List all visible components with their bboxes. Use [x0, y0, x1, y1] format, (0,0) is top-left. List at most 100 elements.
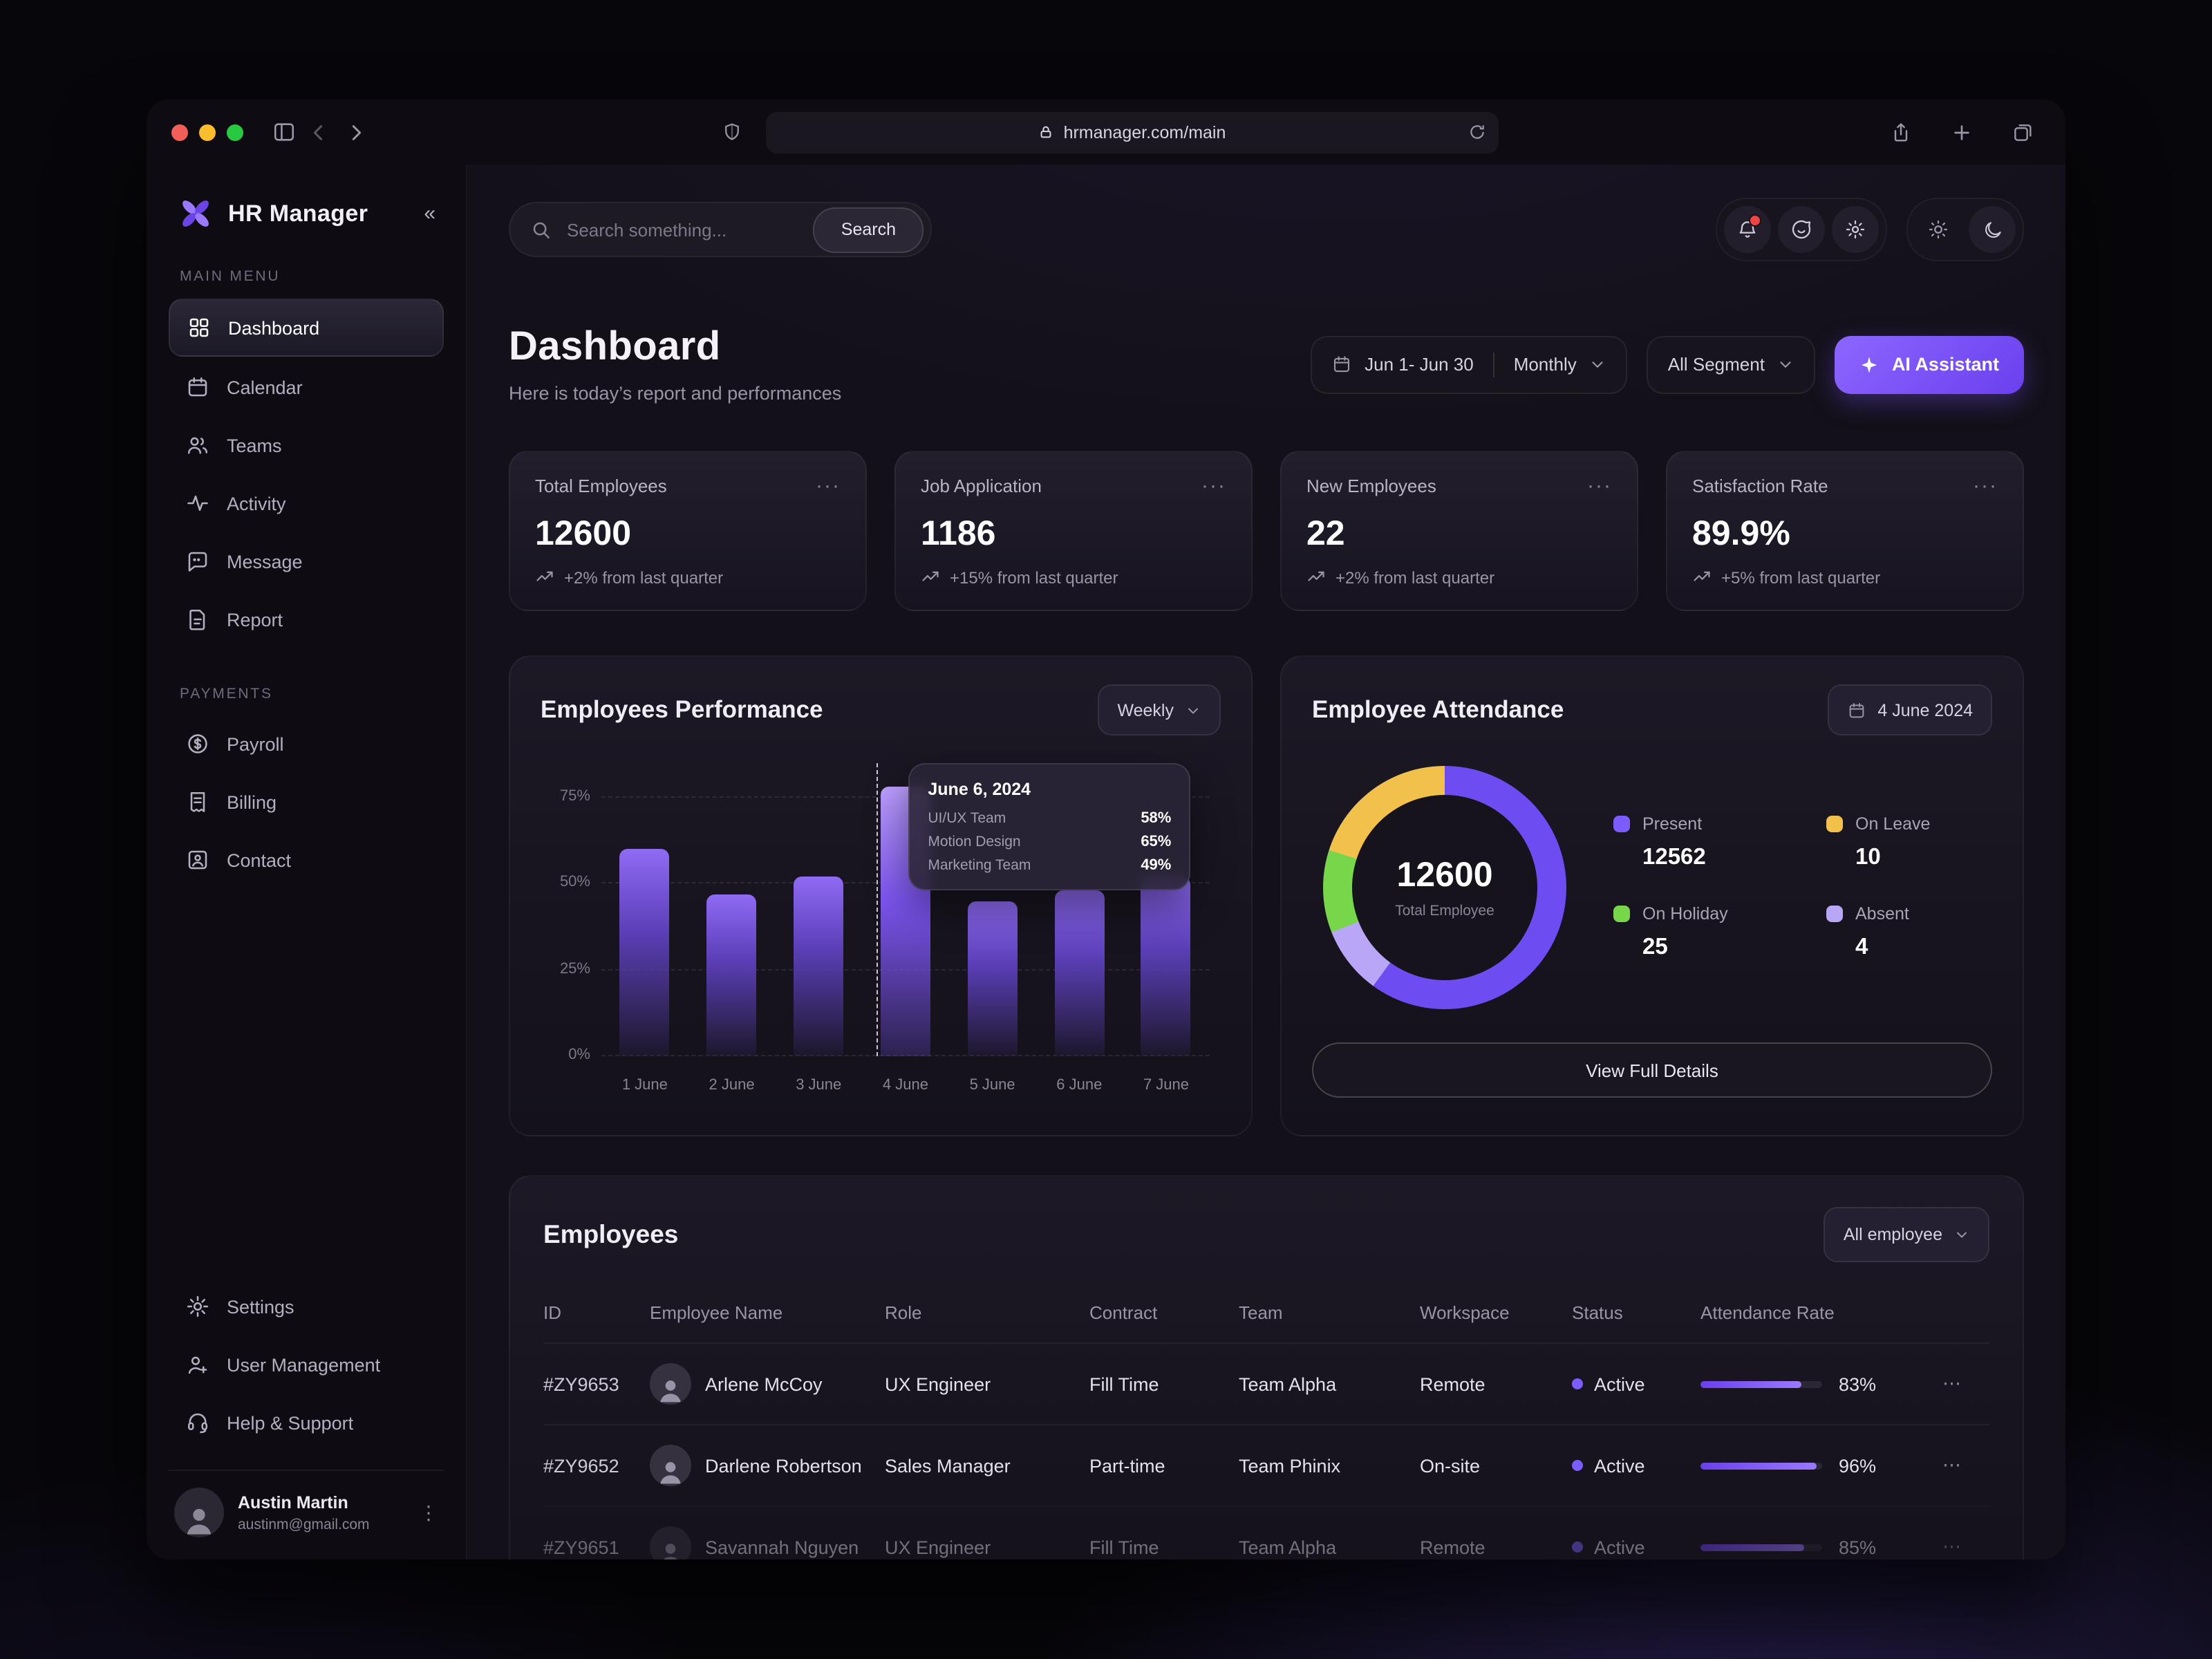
table-row[interactable]: #ZY9653 Arlene McCoy UX Engineer Fill Ti…: [543, 1342, 1989, 1424]
employees-performance-panel: Employees Performance Weekly 75% 50% 25%: [509, 655, 1253, 1136]
attendance-progress: [1700, 1462, 1822, 1469]
trend-up-icon: [1692, 568, 1712, 588]
chart-tooltip: June 6, 2024 UI/UX Team 58% Motion Design…: [908, 763, 1191, 890]
sidebar-item-payroll[interactable]: Payroll: [169, 716, 444, 771]
search-icon: [531, 219, 552, 240]
stat-value: 89.9%: [1692, 514, 1790, 553]
date-range-period-chip[interactable]: Jun 1- Jun 30 Monthly: [1311, 335, 1628, 393]
light-mode-sun-icon[interactable]: [1915, 206, 1962, 253]
table-header-row: ID Employee Name Role Contract Team Workspace…: [543, 1302, 1835, 1322]
stat-card-new-employees: New Employees ··· 22 +2% from last quarte…: [1280, 451, 1638, 611]
url-bar[interactable]: hrmanager.com/main: [766, 111, 1499, 153]
sidebar-item-activity[interactable]: Activity: [169, 476, 444, 531]
reload-icon[interactable]: [1468, 123, 1486, 141]
attendance-date-chip[interactable]: 4 June 2024: [1828, 684, 1992, 735]
new-tab-icon[interactable]: [1944, 114, 1980, 150]
segment-value: All Segment: [1667, 354, 1765, 375]
user-menu-kebab-icon[interactable]: ⋮: [419, 1501, 438, 1523]
weekly-filter-dropdown[interactable]: Weekly: [1098, 684, 1221, 735]
sidebar-item-settings[interactable]: Settings: [169, 1279, 444, 1334]
search-input[interactable]: [564, 218, 801, 241]
ai-assistant-button[interactable]: AI Assistant: [1835, 335, 2024, 393]
chevron-down-icon: [1777, 355, 1795, 373]
user-email: austinm@gmail.com: [238, 1516, 370, 1533]
employee-filter-value: All employee: [1843, 1225, 1942, 1244]
sidebar-item-label: Payroll: [227, 733, 284, 754]
maximize-window-button[interactable]: [227, 124, 243, 140]
card-menu-icon[interactable]: ···: [816, 474, 841, 498]
bar-1-june[interactable]: [619, 849, 670, 1056]
search-box[interactable]: Search: [509, 202, 932, 257]
divider: [1492, 352, 1494, 377]
sidebar-item-calendar[interactable]: Calendar: [169, 359, 444, 415]
bar-6-june[interactable]: [1054, 890, 1105, 1056]
sidebar-item-user-management[interactable]: User Management: [169, 1337, 444, 1392]
card-menu-icon[interactable]: ···: [1973, 474, 1998, 498]
app-logo-icon: [177, 195, 214, 232]
sidebar-item-help-support[interactable]: Help & Support: [169, 1395, 444, 1450]
sidebar-item-label: Dashboard: [228, 317, 320, 338]
card-menu-icon[interactable]: ···: [1201, 474, 1226, 498]
row-menu-icon[interactable]: ⋯: [1942, 1373, 1961, 1394]
minimize-window-button[interactable]: [199, 124, 216, 140]
back-icon[interactable]: [301, 114, 337, 150]
bar-7-june[interactable]: [1141, 877, 1191, 1056]
employee-avatar: [650, 1363, 691, 1405]
performance-bar-chart: 75% 50% 25% 0% 1 June 2 June 3 June 4 Ju…: [541, 755, 1221, 1103]
browser-sidebar-toggle-icon[interactable]: [265, 114, 301, 150]
teams-icon: [185, 433, 210, 458]
sidebar-item-label: Settings: [227, 1296, 294, 1317]
sidebar-item-dashboard[interactable]: Dashboard: [169, 299, 444, 357]
page-subtitle: Here is today’s report and performances: [509, 383, 842, 404]
bar-5-june[interactable]: [967, 901, 1018, 1056]
topbar: Search: [509, 198, 2024, 261]
stat-value: 1186: [921, 514, 996, 553]
employee-filter-dropdown[interactable]: All employee: [1824, 1207, 1989, 1262]
attendance-progress: [1700, 1380, 1822, 1387]
card-menu-icon[interactable]: ···: [1587, 474, 1612, 498]
sparkle-icon: [1860, 355, 1880, 374]
sidebar-item-message[interactable]: Message: [169, 534, 444, 589]
share-icon[interactable]: [1883, 114, 1919, 150]
close-window-button[interactable]: [171, 124, 188, 140]
tab-overview-icon[interactable]: [2005, 114, 2041, 150]
view-full-details-button[interactable]: View Full Details: [1312, 1042, 1992, 1098]
shield-icon[interactable]: [713, 114, 749, 150]
lock-icon: [1039, 124, 1054, 140]
settings-gear-icon[interactable]: [1832, 206, 1879, 253]
forward-icon[interactable]: [337, 114, 373, 150]
sidebar-collapse-button[interactable]: «: [424, 202, 435, 225]
on-holiday-swatch: [1613, 906, 1630, 922]
legend-item-present: Present 12562: [1613, 814, 1779, 871]
table-row[interactable]: #ZY9652 Darlene Robertson Sales Manager …: [543, 1424, 1989, 1506]
search-button[interactable]: Search: [813, 207, 924, 252]
present-swatch: [1613, 816, 1630, 832]
theme-toggle[interactable]: [1906, 198, 2024, 261]
chevron-down-icon: [1185, 702, 1201, 718]
sidebar-item-billing[interactable]: Billing: [169, 774, 444, 830]
row-menu-icon[interactable]: ⋯: [1942, 1536, 1961, 1557]
dark-mode-moon-icon[interactable]: [1969, 206, 2016, 253]
sidebar-item-label: Activity: [227, 493, 286, 514]
brand-name: HR Manager: [228, 200, 368, 226]
segment-select[interactable]: All Segment: [1647, 335, 1816, 393]
chevron-down-icon: [1589, 355, 1607, 373]
bar-3-june[interactable]: [794, 877, 844, 1056]
sidebar-item-report[interactable]: Report: [169, 592, 444, 647]
notifications-bell-icon[interactable]: [1724, 206, 1771, 253]
calendar-icon: [185, 375, 210, 400]
sidebar-item-label: Teams: [227, 435, 282, 456]
table-row[interactable]: #ZY9651 Savannah Nguyen UX Engineer Fill…: [543, 1506, 1989, 1559]
user-card[interactable]: Austin Martin austinm@gmail.com ⋮: [169, 1470, 444, 1540]
row-menu-icon[interactable]: ⋯: [1942, 1454, 1961, 1475]
activity-icon: [185, 491, 210, 516]
sidebar-item-teams[interactable]: Teams: [169, 418, 444, 473]
legend-item-absent: Absent 4: [1826, 904, 1992, 961]
help-support-icon: [185, 1410, 210, 1435]
sidebar-item-contact[interactable]: Contact: [169, 832, 444, 888]
legend-item-on-leave: On Leave 10: [1826, 814, 1992, 871]
bar-2-june[interactable]: [706, 894, 757, 1056]
tooltip-date: June 6, 2024: [928, 780, 1031, 799]
chat-icon[interactable]: [1778, 206, 1825, 253]
